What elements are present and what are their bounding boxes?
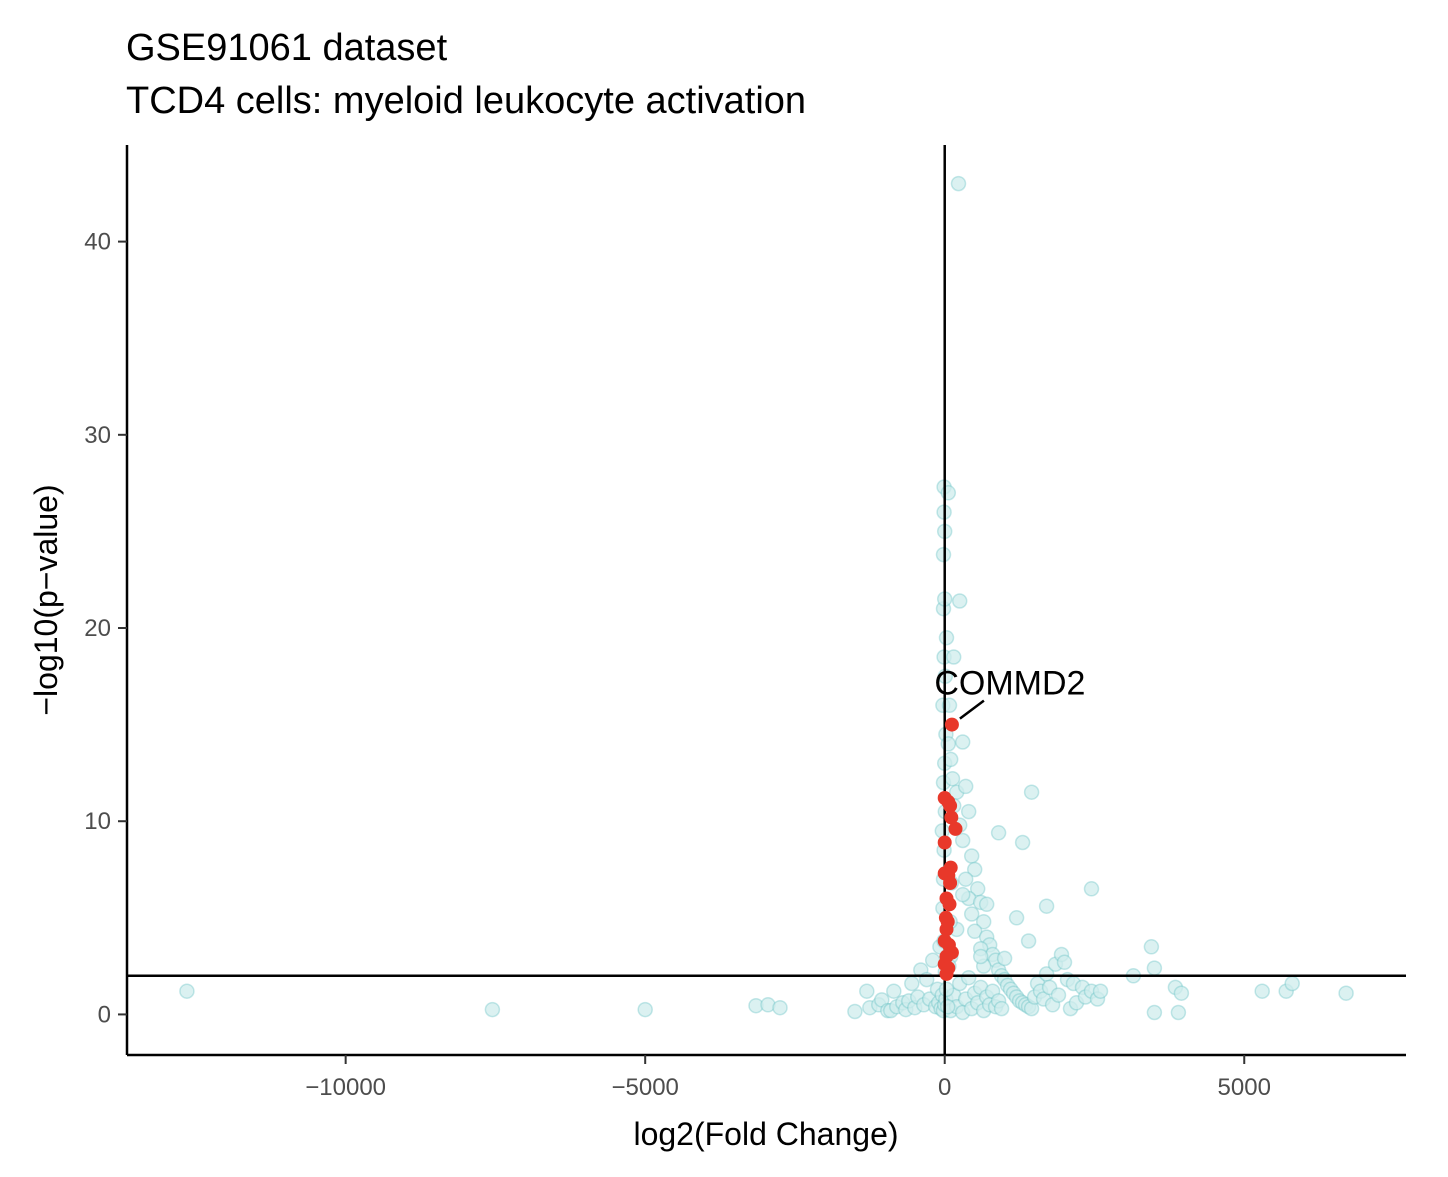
y-tick-label-1: 10 — [84, 808, 111, 835]
y-axis-title: −log10(p−value) — [28, 484, 64, 715]
data-point-62 — [944, 770, 961, 787]
data-point-134 — [1020, 933, 1037, 949]
data-point-18 — [904, 975, 920, 992]
highlight-point-5 — [948, 821, 963, 836]
background-points — [179, 175, 1354, 1021]
y-tick-label-2: 20 — [84, 615, 111, 642]
data-point-127 — [1338, 985, 1354, 1001]
data-point-160 — [938, 981, 955, 998]
data-point-10 — [874, 992, 890, 1008]
data-point-105 — [1050, 987, 1067, 1003]
data-point-126 — [1284, 975, 1300, 992]
data-point-128 — [1023, 784, 1040, 800]
x-tick-label-0: −10000 — [305, 1074, 386, 1101]
data-point-71 — [966, 861, 983, 878]
data-point-133 — [1038, 898, 1055, 914]
data-point-6 — [847, 1003, 863, 1020]
data-point-40 — [934, 823, 951, 839]
highlight-point-0 — [944, 717, 959, 732]
data-point-55 — [940, 485, 957, 501]
annotation-group: COMMD2 — [934, 665, 1085, 720]
data-point-131 — [1083, 881, 1100, 897]
highlight-point-15 — [939, 922, 954, 937]
data-point-129 — [990, 825, 1007, 841]
data-point-59 — [941, 697, 958, 714]
data-point-72 — [957, 871, 974, 887]
data-point-107 — [1056, 954, 1073, 971]
data-point-7 — [859, 983, 875, 999]
data-point-118 — [1143, 939, 1160, 955]
data-point-138 — [972, 948, 989, 965]
data-point-73 — [969, 881, 986, 897]
x-tick-label-2: 0 — [938, 1074, 951, 1101]
highlight-point-6 — [937, 835, 952, 850]
highlight-point-10 — [943, 876, 958, 890]
data-point-13 — [886, 983, 902, 999]
data-point-70 — [963, 848, 980, 864]
highlight-points — [937, 717, 963, 981]
data-point-147 — [960, 969, 977, 986]
reference-lines — [127, 145, 1406, 1055]
data-point-60 — [940, 736, 957, 752]
data-point-5 — [772, 999, 788, 1016]
data-point-137 — [954, 886, 971, 903]
data-point-1 — [484, 1001, 501, 1018]
data-point-69 — [954, 832, 971, 849]
data-point-120 — [1146, 1004, 1163, 1021]
data-point-0 — [179, 983, 195, 999]
data-point-158 — [993, 1000, 1010, 1017]
data-point-101 — [1038, 966, 1055, 982]
highlight-point-12 — [942, 897, 957, 912]
data-point-56 — [951, 593, 968, 609]
x-axis-title: log2(Fold Change) — [633, 1116, 898, 1152]
data-point-2 — [637, 1001, 653, 1018]
axes: −10000 −5000 0 5000 0 10 20 30 40 — [84, 145, 1406, 1101]
data-point-116 — [1092, 983, 1109, 999]
x-tick-label-1: −5000 — [611, 1074, 678, 1101]
data-point-25 — [924, 952, 941, 969]
data-point-78 — [966, 923, 983, 940]
data-point-132 — [1008, 910, 1025, 926]
chart-title: GSE91061 dataset — [126, 27, 448, 69]
data-point-68 — [960, 803, 977, 820]
highlight-point-4 — [944, 810, 959, 825]
x-tick-label-3: 5000 — [1218, 1074, 1271, 1101]
data-point-136 — [978, 896, 995, 913]
data-point-130 — [1014, 834, 1031, 851]
data-point-122 — [1173, 985, 1190, 1001]
annotation-label: COMMD2 — [934, 665, 1085, 703]
data-point-58 — [950, 175, 967, 192]
data-point-124 — [1254, 983, 1270, 999]
data-point-159 — [939, 998, 956, 1015]
data-point-76 — [963, 906, 980, 922]
data-point-64 — [954, 734, 971, 750]
data-point-119 — [1146, 960, 1163, 976]
y-tick-label-0: 0 — [98, 1001, 111, 1028]
data-point-48 — [938, 629, 955, 646]
data-point-77 — [975, 913, 992, 930]
annotation-leader-line — [959, 699, 985, 720]
data-point-135 — [996, 950, 1013, 967]
chart-subtitle: TCD4 cells: myeloid leukocyte activation — [126, 80, 806, 122]
y-tick-label-3: 30 — [84, 422, 111, 449]
highlight-point-22 — [939, 966, 954, 981]
data-point-123 — [1170, 1004, 1187, 1021]
y-tick-label-4: 40 — [84, 229, 111, 256]
highlight-point-3 — [943, 798, 958, 813]
data-point-67 — [957, 778, 974, 795]
data-point-57 — [945, 649, 962, 665]
